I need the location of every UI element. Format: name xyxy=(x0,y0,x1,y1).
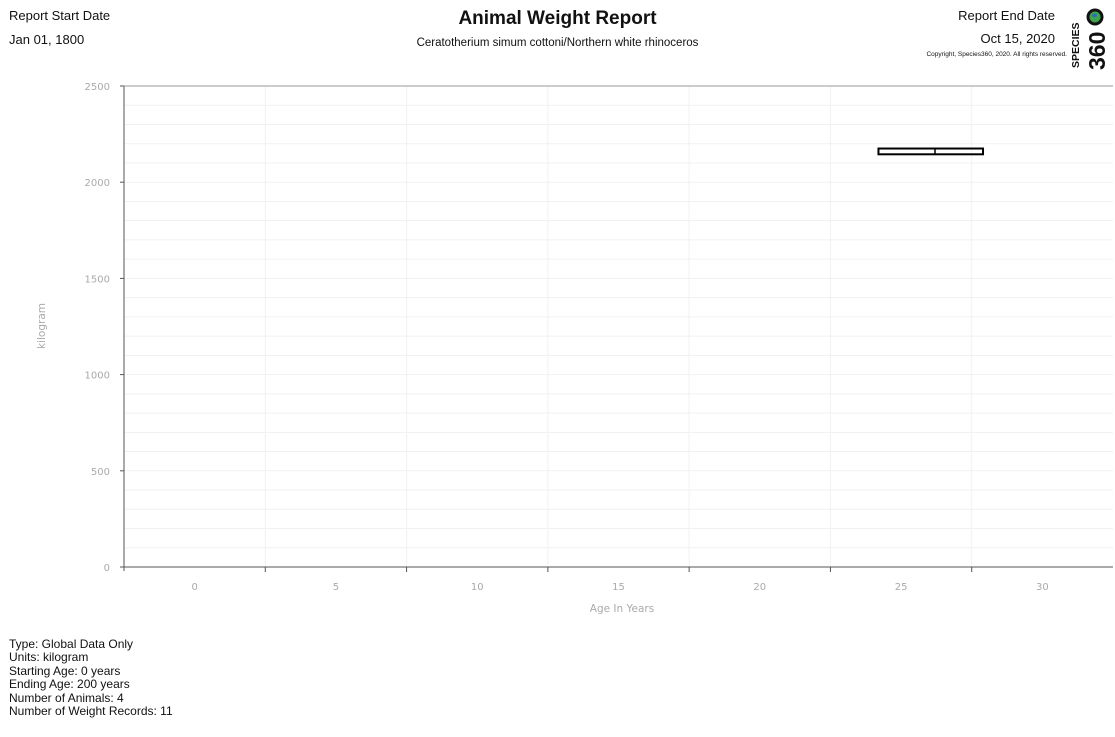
logo-species-text: SPECIES xyxy=(1070,22,1082,68)
chart-boxes xyxy=(877,147,985,156)
x-tick-label: 0 xyxy=(191,582,197,593)
report-end-date: Oct 15, 2020 xyxy=(980,31,1055,46)
summary-starting-age: Starting Age: 0 years xyxy=(9,663,121,678)
copyright-notice: Copyright, Species360, 2020. All rights … xyxy=(926,51,1067,58)
report-start-label: Report Start Date xyxy=(9,8,111,23)
x-tick-label: 25 xyxy=(895,582,908,593)
report-summary: Type: Global Data Only Units: kilogram S… xyxy=(9,637,173,719)
species360-logo: SPECIES 360 xyxy=(1070,8,1110,70)
species-subtitle: Ceratotherium simum cottoni/Northern whi… xyxy=(416,37,699,49)
summary-animal-count: Number of Animals: 4 xyxy=(9,690,124,705)
summary-units: Units: kilogram xyxy=(9,650,89,665)
y-tick-label: 1000 xyxy=(85,371,110,382)
summary-record-count: Number of Weight Records: 11 xyxy=(9,704,173,719)
box-plot-box xyxy=(877,147,985,156)
y-tick-label: 1500 xyxy=(85,274,110,285)
weight-chart: 0 500 1000 1500 2000 2500 0 5 10 15 20 25 30 Age In … xyxy=(36,82,1113,615)
chart-ticks: 0 500 1000 1500 2000 2500 0 5 10 15 20 25 30 xyxy=(85,82,1049,593)
summary-ending-age: Ending Age: 200 years xyxy=(9,677,130,692)
logo-360-text: 360 xyxy=(1084,32,1110,70)
report-start-date: Jan 01, 1800 xyxy=(9,32,85,47)
summary-type: Type: Global Data Only xyxy=(9,637,134,651)
chart-axes xyxy=(120,85,1113,571)
y-tick-label: 2500 xyxy=(85,82,110,93)
chart-grid xyxy=(124,85,1113,568)
y-tick-label: 0 xyxy=(104,563,110,574)
x-tick-label: 20 xyxy=(753,582,766,593)
x-tick-label: 30 xyxy=(1036,582,1049,593)
x-tick-label: 5 xyxy=(333,582,339,593)
x-axis-title: Age In Years xyxy=(590,603,654,615)
x-tick-label: 10 xyxy=(471,582,484,593)
y-tick-label: 2000 xyxy=(85,178,110,189)
report-title: Animal Weight Report xyxy=(458,8,657,29)
x-tick-label: 15 xyxy=(612,582,625,593)
report-end-label: Report End Date xyxy=(958,8,1055,23)
y-tick-label: 500 xyxy=(91,467,110,478)
globe-icon xyxy=(1086,8,1104,26)
y-axis-title: kilogram xyxy=(36,303,48,349)
